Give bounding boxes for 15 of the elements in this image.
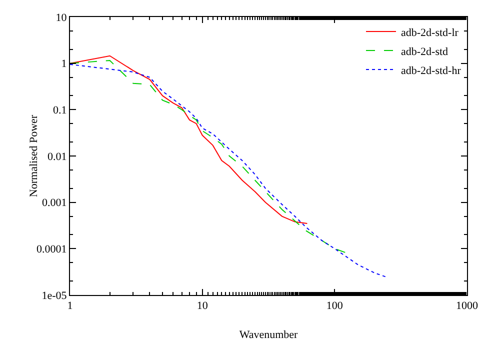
- legend-label: adb-2d-std: [401, 46, 449, 58]
- y-tick-label: 10: [56, 12, 68, 24]
- y-tick-label: 1e-05: [42, 290, 68, 302]
- y-tick-label: 0.01: [48, 150, 67, 163]
- y-tick-label: 0.0001: [36, 244, 67, 256]
- x-tick-label: 100: [326, 300, 344, 312]
- x-tick-label: 1000: [456, 300, 478, 312]
- y-tick-label: 0.1: [53, 104, 67, 117]
- x-tick-label: 10: [196, 300, 208, 312]
- y-tick-label: 0.001: [42, 197, 67, 210]
- y-axis-title: Normalised Power: [28, 114, 40, 198]
- legend-label: adb-2d-std-hr: [401, 64, 462, 77]
- x-axis-title: Wavenumber: [239, 329, 298, 341]
- y-tick-label: 1: [61, 58, 67, 70]
- legend-label: adb-2d-std-lr: [401, 26, 459, 39]
